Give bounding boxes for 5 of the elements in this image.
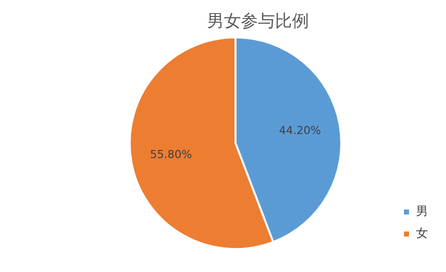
legend-label: 女 [416,226,428,240]
data-label: 44.20% [279,124,321,138]
legend-label: 男 [416,204,428,218]
data-label: 55.80% [150,148,192,161]
chart-title: 男女参与比例 [207,12,309,32]
